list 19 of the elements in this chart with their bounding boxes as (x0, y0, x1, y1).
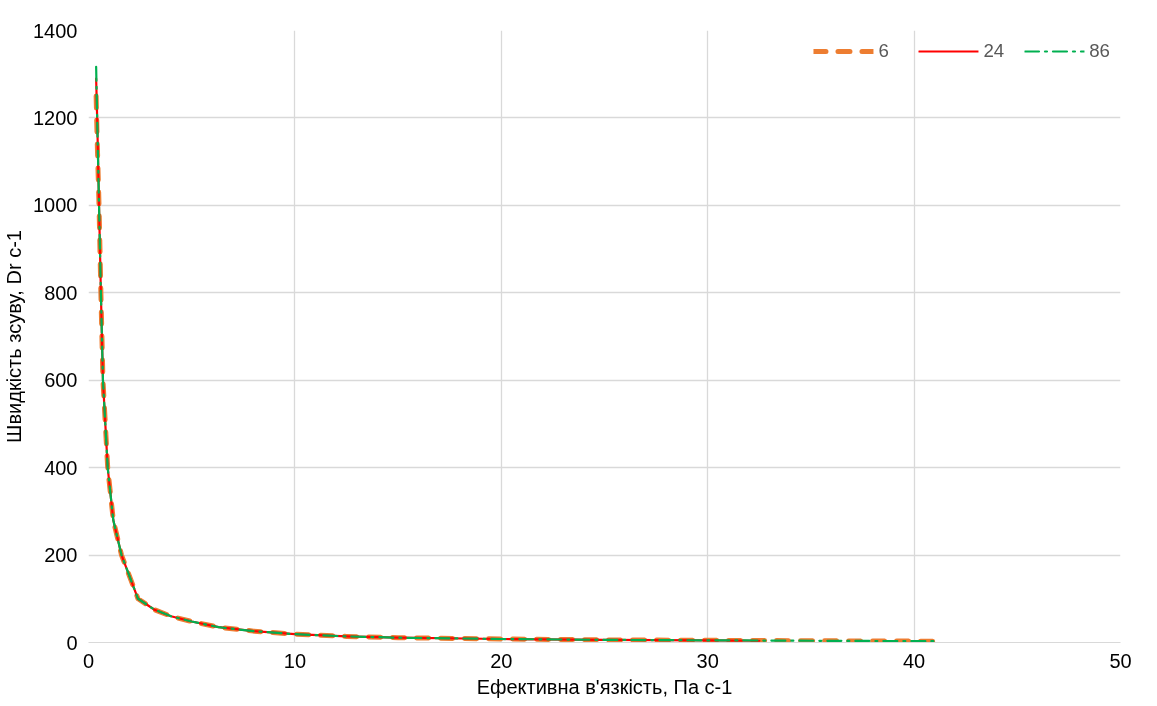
y-tick-label: 800 (44, 281, 78, 304)
y-tick-label: 0 (66, 631, 78, 654)
y-tick-label: 200 (44, 544, 78, 567)
y-axis-title: Швидкість зсуву, Dr c-1 (3, 230, 26, 443)
y-tick-label: 1000 (33, 194, 78, 217)
x-tick-label: 50 (1109, 649, 1132, 672)
y-tick-label: 1400 (33, 19, 78, 42)
x-tick-label: 20 (490, 649, 513, 672)
legend-label: 86 (1089, 40, 1110, 62)
y-tick-label: 400 (44, 456, 78, 479)
x-tick-label: 30 (696, 649, 719, 672)
x-tick-label: 40 (902, 649, 926, 672)
x-axis-title: Ефективна в'язкість, Па с-1 (476, 675, 733, 698)
legend-label: 24 (983, 40, 1005, 62)
x-tick-label: 10 (283, 649, 307, 672)
legend-label: 6 (878, 40, 890, 62)
x-tick-label: 0 (82, 649, 95, 672)
y-tick-label: 1200 (33, 106, 78, 129)
y-tick-label: 600 (44, 369, 78, 392)
